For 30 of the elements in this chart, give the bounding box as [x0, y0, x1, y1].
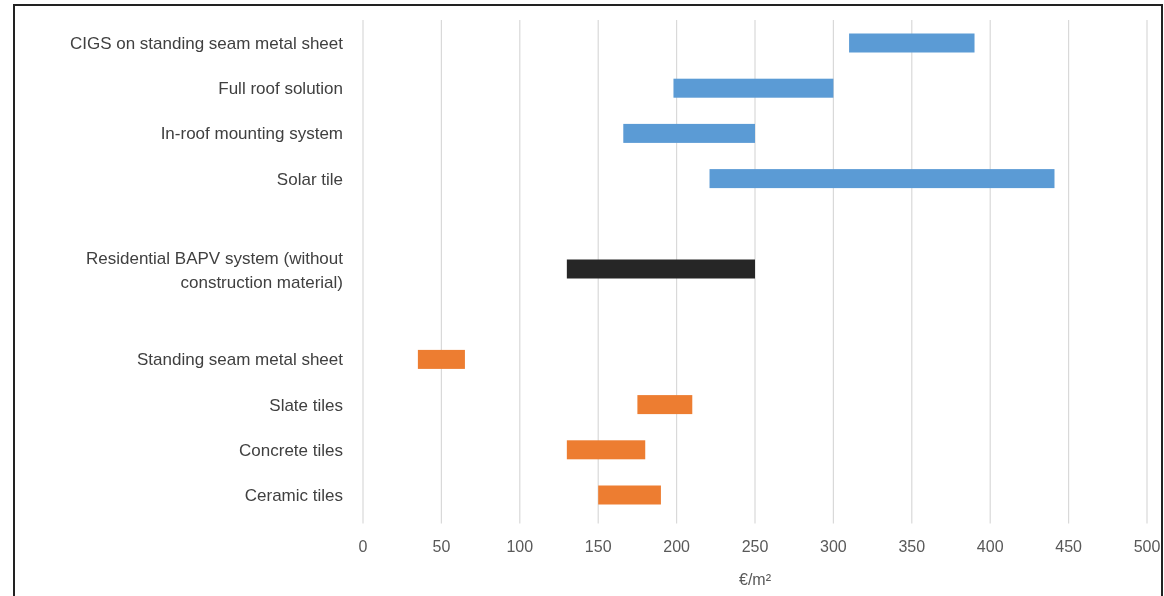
x-tick-label: 200	[663, 538, 691, 555]
bar	[598, 485, 661, 505]
x-tick-label: 0	[358, 538, 368, 555]
x-tick-label: 300	[820, 538, 847, 555]
x-tick-label: 450	[1055, 538, 1083, 555]
x-tick-label: 250	[741, 538, 769, 555]
x-tick-label: 400	[976, 538, 1004, 555]
y-tick-label: Slate tiles	[269, 395, 343, 415]
bar	[623, 123, 755, 143]
bar	[566, 259, 755, 279]
y-tick-label: Ceramic tiles	[244, 485, 343, 505]
x-tick-label: 350	[898, 538, 926, 555]
x-tick-label: 500	[1133, 538, 1161, 555]
bar	[637, 395, 693, 415]
x-tick-label: 50	[432, 538, 451, 555]
y-tick-label: In-roof mounting system	[160, 123, 343, 143]
x-tick-label: 150	[584, 538, 612, 555]
x-axis-title: €/m²	[739, 571, 772, 588]
bar	[709, 169, 1055, 189]
y-tick-label: Standing seam metal sheet	[136, 349, 344, 369]
y-tick-label: Solar tile	[276, 169, 343, 189]
bar	[673, 78, 834, 98]
y-tick-label: Full roof solution	[218, 78, 343, 98]
bar	[566, 440, 646, 460]
x-tick-label: 100	[506, 538, 534, 555]
y-tick-label: Concrete tiles	[239, 440, 343, 460]
bar	[417, 349, 465, 369]
y-tick-label: Residential BAPV system (without construction material)	[86, 248, 344, 292]
bar	[849, 33, 975, 53]
y-tick-label: CIGS on standing seam metal sheet	[69, 33, 344, 53]
